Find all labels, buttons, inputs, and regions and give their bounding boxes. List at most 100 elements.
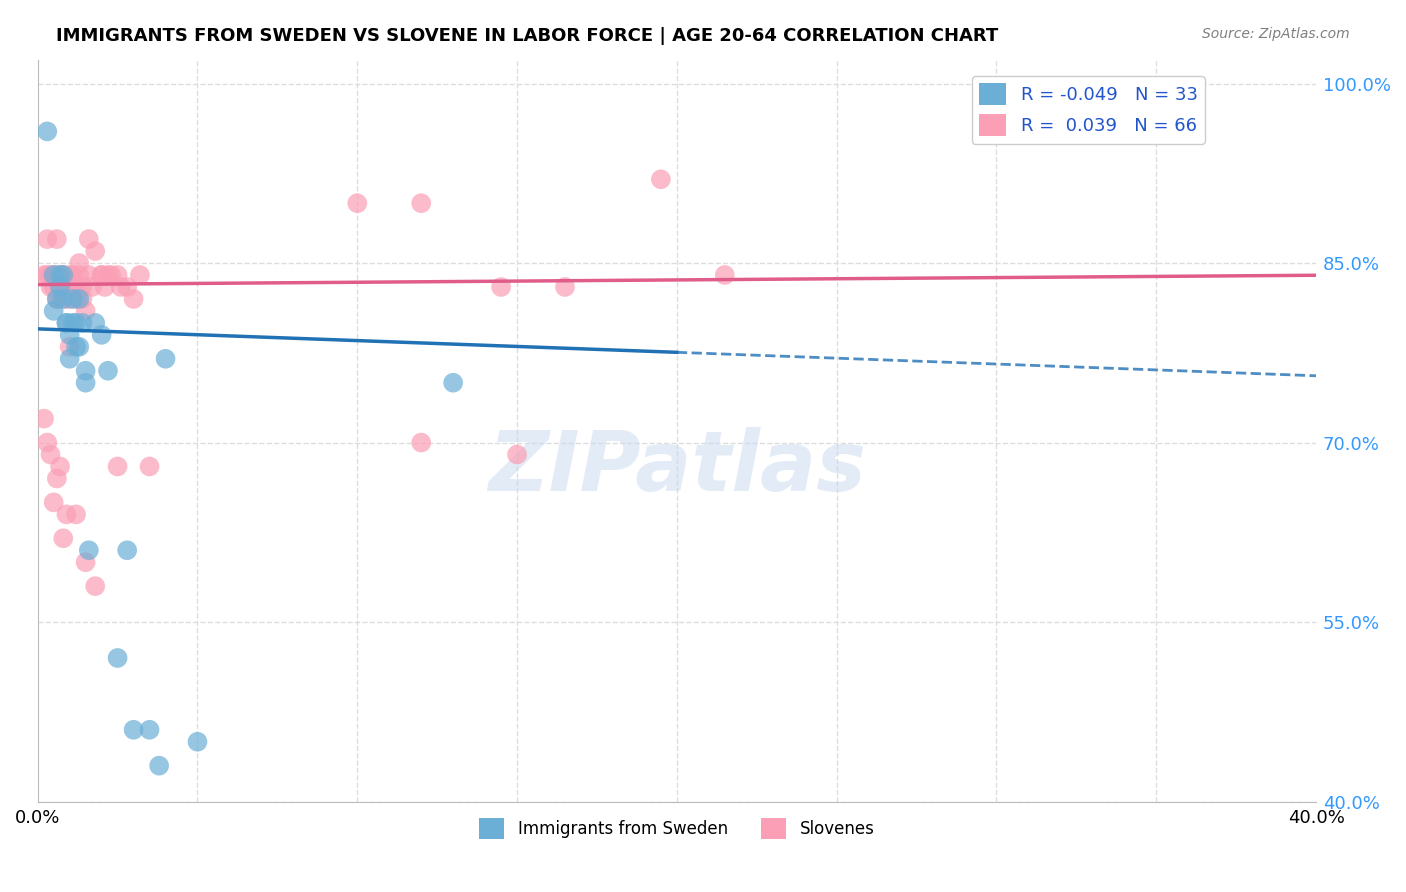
Point: [94, 280, 117, 294]
Point: [554, 280, 576, 294]
Text: IMMIGRANTS FROM SWEDEN VS SLOVENE IN LABOR FORCE | AGE 20-64 CORRELATION CHART: IMMIGRANTS FROM SWEDEN VS SLOVENE IN LAB…: [56, 27, 998, 45]
Point: [115, 280, 138, 294]
Point: [65, 340, 87, 354]
Point: [45, 268, 67, 282]
Point: [100, 268, 122, 282]
Point: [97, 364, 120, 378]
Point: [77, 268, 100, 282]
Point: [45, 292, 67, 306]
Point: [59, 351, 82, 366]
Point: [52, 280, 75, 294]
Point: [55, 292, 77, 306]
Point: [75, 555, 97, 569]
Point: [65, 280, 87, 294]
Point: [72, 316, 94, 330]
Point: [346, 196, 368, 211]
Point: [49, 268, 72, 282]
Point: [155, 351, 177, 366]
Point: [62, 292, 84, 306]
Point: [62, 316, 84, 330]
Point: [49, 292, 72, 306]
Point: [55, 508, 77, 522]
Point: [52, 268, 75, 282]
Point: [39, 280, 62, 294]
Point: [45, 232, 67, 246]
Point: [59, 268, 82, 282]
Point: [67, 292, 90, 306]
Point: [59, 280, 82, 294]
Point: [122, 723, 145, 737]
Point: [84, 579, 107, 593]
Point: [90, 268, 112, 282]
Point: [49, 280, 72, 294]
Point: [52, 531, 75, 545]
Point: [49, 268, 72, 282]
Point: [65, 292, 87, 306]
Point: [97, 268, 120, 282]
Point: [32, 411, 55, 425]
Point: [52, 292, 75, 306]
Point: [75, 304, 97, 318]
Point: [37, 232, 59, 246]
Point: [138, 459, 160, 474]
Point: [441, 376, 464, 390]
Point: [55, 280, 77, 294]
Point: [37, 268, 59, 282]
Point: [52, 268, 75, 282]
Point: [122, 292, 145, 306]
Point: [110, 280, 132, 294]
Point: [138, 723, 160, 737]
Point: [77, 232, 100, 246]
Point: [186, 735, 208, 749]
Point: [67, 340, 90, 354]
Point: [42, 304, 65, 318]
Point: [90, 268, 112, 282]
Text: ZIPatlas: ZIPatlas: [488, 427, 866, 508]
Text: Source: ZipAtlas.com: Source: ZipAtlas.com: [1202, 27, 1350, 41]
Point: [42, 268, 65, 282]
Point: [80, 280, 103, 294]
Point: [39, 268, 62, 282]
Point: [65, 316, 87, 330]
Legend: Immigrants from Sweden, Slovenes: Immigrants from Sweden, Slovenes: [472, 812, 882, 846]
Point: [506, 448, 529, 462]
Point: [75, 364, 97, 378]
Point: [489, 280, 512, 294]
Point: [49, 280, 72, 294]
Point: [129, 268, 152, 282]
Point: [107, 651, 129, 665]
Point: [650, 172, 672, 186]
Point: [84, 244, 107, 258]
Point: [59, 292, 82, 306]
Point: [148, 758, 170, 772]
Point: [714, 268, 737, 282]
Point: [49, 459, 72, 474]
Point: [72, 292, 94, 306]
Point: [411, 435, 433, 450]
Point: [77, 543, 100, 558]
Point: [59, 340, 82, 354]
Point: [107, 268, 129, 282]
Point: [42, 268, 65, 282]
Point: [32, 268, 55, 282]
Point: [75, 376, 97, 390]
Point: [45, 292, 67, 306]
Point: [411, 196, 433, 211]
Point: [72, 280, 94, 294]
Point: [37, 124, 59, 138]
Point: [45, 471, 67, 485]
Point: [59, 327, 82, 342]
Point: [42, 280, 65, 294]
Point: [115, 543, 138, 558]
Point: [84, 316, 107, 330]
Point: [67, 268, 90, 282]
Point: [37, 435, 59, 450]
Point: [52, 268, 75, 282]
Point: [62, 280, 84, 294]
Point: [42, 495, 65, 509]
Point: [39, 448, 62, 462]
Point: [107, 459, 129, 474]
Point: [90, 327, 112, 342]
Point: [65, 508, 87, 522]
Point: [67, 256, 90, 270]
